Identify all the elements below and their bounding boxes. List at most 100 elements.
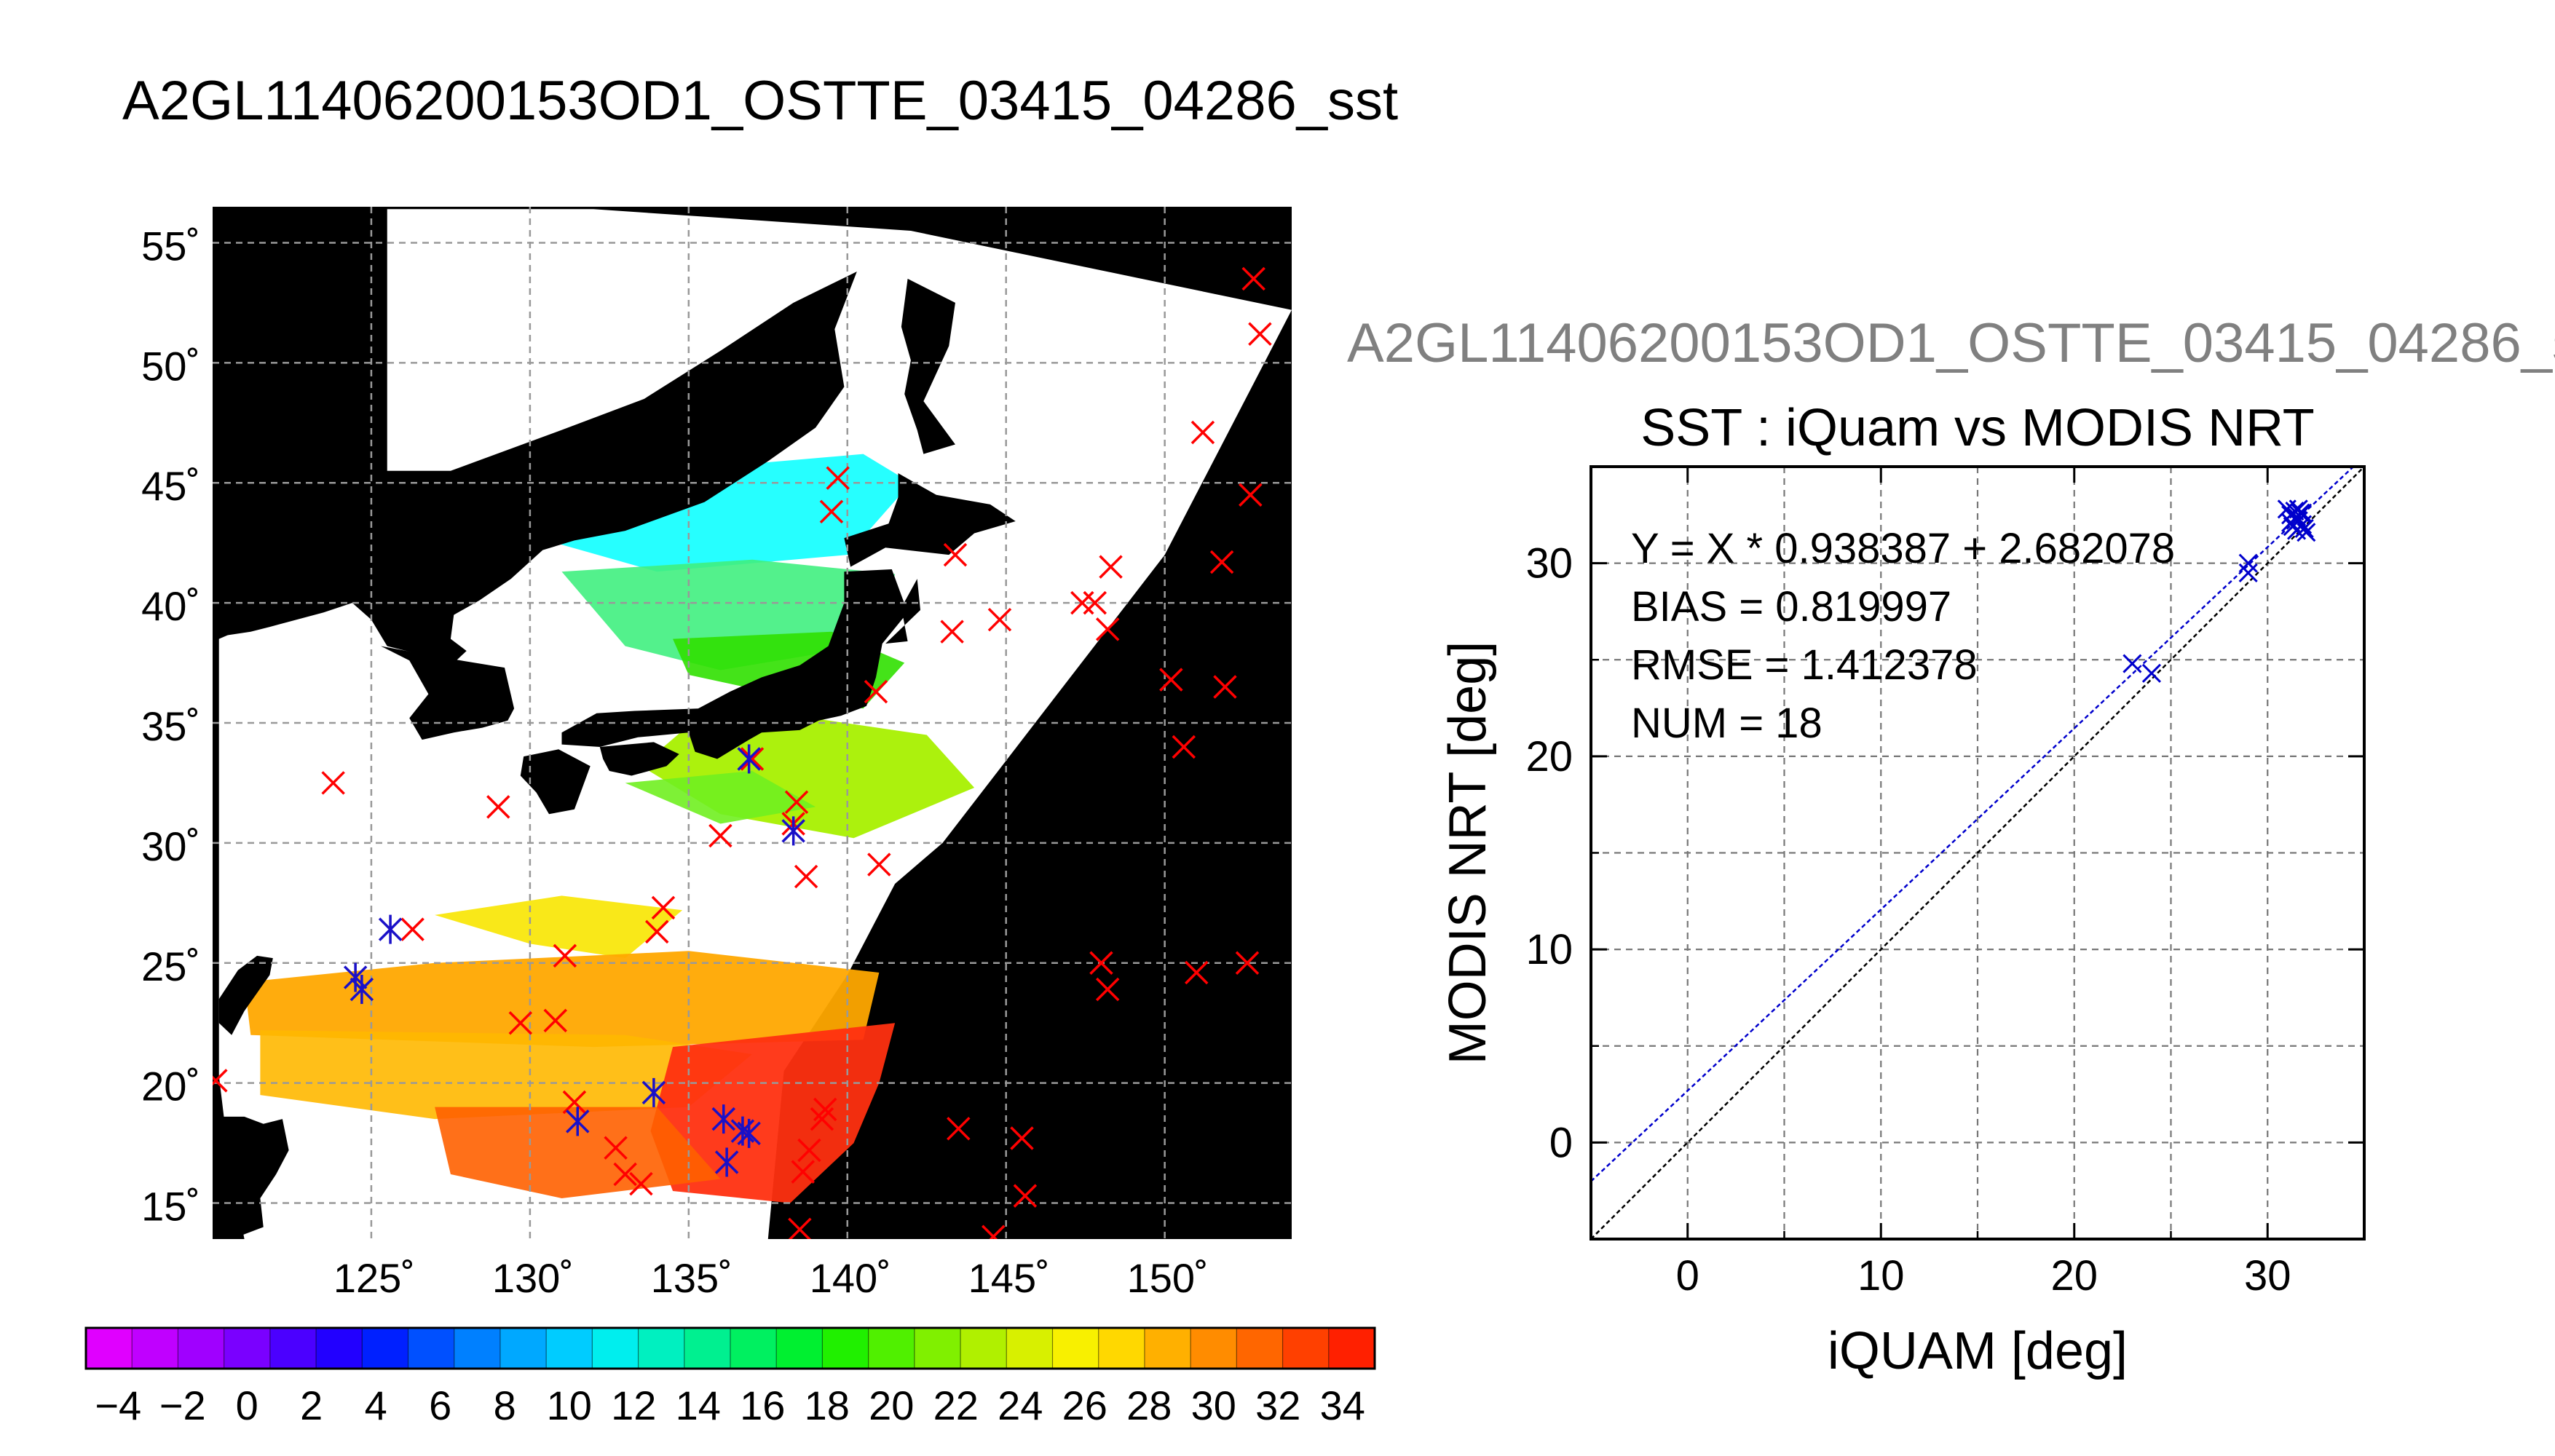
- marker-stroke: [1070, 590, 1094, 615]
- iquam-point: [826, 466, 850, 490]
- colorbar-swatch: [638, 1328, 685, 1369]
- colorbar-swatch: [1052, 1328, 1099, 1369]
- iquam-point: [1241, 266, 1265, 291]
- colorbar-swatch: [960, 1328, 1007, 1369]
- iquam-point: [486, 795, 510, 819]
- colorbar-tick-label: 10: [547, 1382, 592, 1428]
- marker-stroke: [1089, 951, 1113, 976]
- iquam-point: [1095, 617, 1120, 641]
- lon-tick-label: 145˚: [968, 1255, 1050, 1301]
- scatter-point: [2141, 663, 2162, 683]
- marker-stroke: [791, 1160, 815, 1184]
- iquam-point: [943, 542, 968, 567]
- sst-region: [625, 770, 816, 824]
- colorbar-swatch: [1236, 1328, 1284, 1369]
- stats-annotation: BIAS = 0.819997: [1631, 583, 1951, 630]
- colorbar-tick-label: 0: [236, 1382, 258, 1428]
- matched-point: [711, 1104, 736, 1134]
- marker-stroke: [864, 679, 888, 704]
- matched-point: [378, 914, 403, 944]
- marker-stroke: [553, 943, 577, 968]
- marker-stroke: [2238, 553, 2258, 573]
- sst-region: [244, 951, 880, 1048]
- y-tick-label: 30: [1525, 540, 1573, 587]
- marker-stroke: [2294, 518, 2314, 538]
- land-mass: [561, 569, 908, 759]
- colorbar-swatch: [499, 1328, 547, 1369]
- marker-stroke: [508, 1010, 533, 1035]
- marker-stroke: [1241, 266, 1265, 291]
- matched-point: [781, 816, 805, 846]
- marker-stroke: [810, 1107, 834, 1131]
- lon-tick-label: 140˚: [810, 1255, 891, 1301]
- iquam-point: [604, 1136, 628, 1160]
- marker-stroke: [1095, 977, 1120, 1002]
- iquam-point: [819, 499, 844, 524]
- colorbar-swatch: [592, 1328, 639, 1369]
- marker-stroke: [2238, 563, 2258, 582]
- colorbar-tick-label: 14: [676, 1382, 721, 1428]
- page-title: A2GL11406200153OD1_OSTTE_03415_04286_sst: [122, 70, 1399, 132]
- iquam-point: [810, 1107, 834, 1131]
- lat-tick-label: 55˚: [141, 223, 200, 269]
- marker-stroke: [1248, 322, 1272, 347]
- iquam-point: [867, 852, 891, 877]
- iquam-point: [1248, 322, 1272, 347]
- marker-stroke: [1184, 960, 1209, 985]
- y-tick-label: 20: [1525, 733, 1573, 780]
- iquam-point: [864, 679, 888, 704]
- marker-stroke: [2122, 654, 2142, 673]
- colorbar-swatch: [269, 1328, 317, 1369]
- matched-point: [714, 1147, 739, 1177]
- lat-tick-label: 15˚: [141, 1184, 200, 1230]
- scatter-point: [2285, 501, 2305, 521]
- iquam-point: [708, 823, 732, 848]
- x-tick-label: 20: [2050, 1252, 2098, 1299]
- y-axis-label: MODIS NRT [deg]: [1439, 641, 1497, 1065]
- iquam-point: [1209, 550, 1234, 574]
- sst-region: [435, 895, 683, 959]
- x-tick-label: 10: [1857, 1252, 1905, 1299]
- x-axis-label: iQUAM [deg]: [1828, 1322, 2128, 1380]
- land-mass: [218, 1116, 289, 1237]
- iquam-point: [1159, 668, 1183, 692]
- marker-stroke: [2285, 501, 2305, 521]
- colorbar-tick-label: 8: [494, 1382, 516, 1428]
- land-mass: [901, 278, 955, 454]
- marker-stroke: [1239, 483, 1263, 507]
- lat-tick-label: 20˚: [141, 1064, 200, 1109]
- marker-stroke: [943, 542, 968, 567]
- colorbar-swatch: [776, 1328, 823, 1369]
- iquam-point: [947, 1117, 971, 1141]
- fit-line: [1591, 467, 2355, 1182]
- matched-point: [566, 1107, 590, 1136]
- iquam-point: [797, 1138, 821, 1163]
- colorbar-tick-label: 22: [933, 1382, 979, 1428]
- marker-stroke: [1095, 617, 1120, 641]
- iquam-point: [940, 620, 964, 644]
- colorbar-swatch: [546, 1328, 593, 1369]
- lat-tick-label: 40˚: [141, 583, 200, 629]
- iquam-point: [651, 895, 676, 920]
- marker-stroke: [400, 917, 424, 941]
- scatter-header-title: A2GL11406200153OD1_OSTTE_03415_04286_s: [1347, 312, 2555, 374]
- iquam-point: [213, 1069, 228, 1093]
- colorbar-swatch: [1144, 1328, 1191, 1369]
- iquam-point: [987, 607, 1012, 632]
- colorbar-tick-label: 32: [1255, 1382, 1300, 1428]
- iquam-point: [400, 917, 424, 941]
- scatter-point: [2238, 553, 2258, 573]
- marker-stroke: [989, 1224, 1006, 1239]
- colorbar-swatch: [178, 1328, 225, 1369]
- iquam-point: [1013, 1184, 1038, 1208]
- marker-stroke: [2281, 513, 2301, 532]
- iquam-point: [629, 1171, 653, 1196]
- land-mass: [218, 955, 273, 1035]
- marker-stroke: [486, 795, 510, 819]
- marker-stroke: [1013, 1184, 1038, 1208]
- stats-annotation: NUM = 18: [1631, 700, 1823, 747]
- marker-stroke: [213, 1069, 228, 1086]
- colorbar-tick-label: 34: [1320, 1382, 1365, 1428]
- matched-point: [737, 744, 761, 774]
- marker-stroke: [1099, 555, 1123, 579]
